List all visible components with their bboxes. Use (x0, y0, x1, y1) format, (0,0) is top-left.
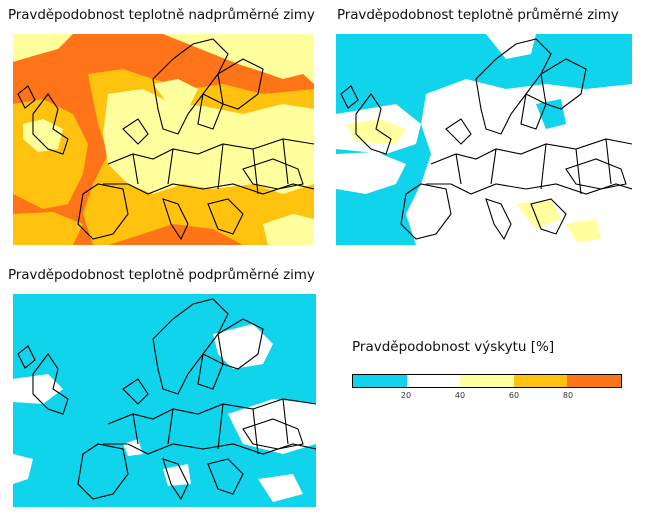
legend-class-0-20 (353, 375, 407, 387)
country-borders (17, 298, 316, 501)
country-borders (340, 38, 632, 241)
map-title-below-normal: Pravděpodobnost teplotně podprůměrné zim… (8, 267, 315, 283)
legend-class-20-40 (406, 375, 461, 387)
legend-class-80-100 (567, 375, 621, 387)
legend-class-60-80 (513, 375, 568, 387)
map-below-normal (13, 294, 316, 507)
map-title-above-normal: Pravděpodobnost teplotně nadprůměrné zim… (8, 7, 315, 23)
legend-tick-80: 80 (562, 391, 574, 400)
map-normal (336, 34, 632, 245)
legend-tick-60: 60 (508, 391, 520, 400)
map-title-normal: Pravděpodobnost teplotně průměrné zimy (337, 7, 619, 23)
country-borders (17, 38, 314, 241)
legend-tick-20: 20 (400, 391, 412, 400)
legend-colorbar (352, 374, 622, 388)
legend-class-40-60 (460, 375, 514, 387)
map-above-normal (13, 34, 314, 245)
legend-title: Pravděpodobnost výskytu [%] (352, 339, 555, 355)
legend-tick-40: 40 (454, 391, 466, 400)
